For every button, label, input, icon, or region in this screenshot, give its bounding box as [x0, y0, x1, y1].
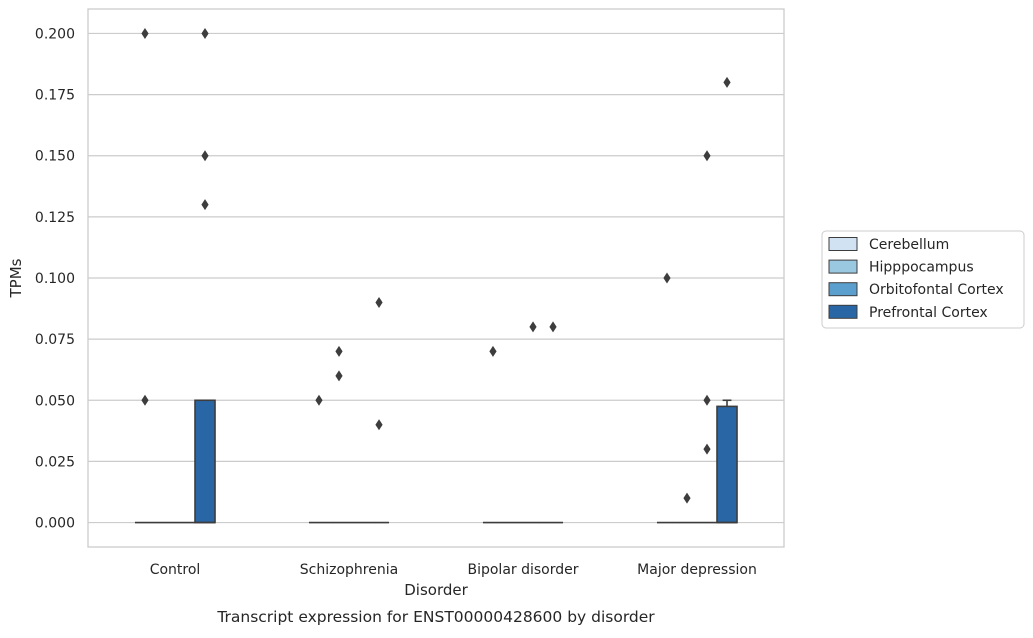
x-tick-label: Control [150, 562, 201, 578]
y-tick-label: 0.050 [35, 393, 75, 409]
y-tick-label: 0.200 [35, 26, 75, 42]
x-tick-label: Major depression [637, 562, 757, 578]
outlier-point [375, 419, 383, 431]
y-tick-label: 0.150 [35, 149, 75, 165]
outlier-point [489, 345, 497, 357]
box-body [716, 405, 738, 524]
outlier-point [315, 394, 323, 406]
outlier-point [335, 370, 343, 382]
legend-swatch [828, 259, 858, 274]
plot-area-frame [87, 8, 785, 548]
legend-swatch [828, 282, 858, 297]
y-tick-labels: 0.000 0.025 0.050 0.075 0.100 0.125 0.150 0.175… [35, 26, 75, 531]
box-4-series-4 [716, 399, 738, 524]
outlier-point [723, 76, 731, 88]
x-tick-label: Bipolar disorder [467, 562, 578, 578]
outlier-point [201, 27, 209, 39]
outlier-point [201, 199, 209, 211]
x-axis-label: Disorder [404, 581, 468, 599]
legend-swatch [828, 237, 858, 251]
legend-label: Prefrontal Cortex [869, 305, 988, 321]
legend-label: Hipppocampus [869, 260, 974, 276]
y-tick-label: 0.025 [35, 454, 75, 470]
y-tick-label: 0.100 [35, 271, 75, 287]
outlier-point [703, 150, 711, 162]
outlier-point [141, 27, 149, 39]
legend-label: Orbitofontal Cortex [869, 282, 1004, 298]
outlier-point [549, 321, 557, 333]
outlier-points [141, 27, 731, 504]
outlier-point [663, 272, 671, 284]
legend-swatch [828, 304, 858, 319]
y-tick-label: 0.175 [35, 88, 75, 104]
legend-frame [821, 230, 1025, 329]
outlier-point [141, 394, 149, 406]
outlier-point [201, 150, 209, 162]
box-body [194, 399, 216, 524]
outlier-point [335, 345, 343, 357]
outlier-point [375, 296, 383, 308]
box-series [134, 399, 738, 524]
legend-label: Cerebellum [869, 237, 949, 253]
box-1-series-4 [194, 399, 216, 524]
x-tick-labels: Control Schizophrenia Bipolar disorder Majo… [150, 562, 757, 578]
outlier-point [683, 492, 691, 504]
legend: Cerebellum Hipppocampus Orbitofontal Corte… [821, 230, 1025, 329]
chart-caption: Transcript expression for ENST0000042860… [216, 608, 655, 626]
x-tick-label: Schizophrenia [300, 562, 398, 578]
y-axis-label: TPMs [7, 258, 25, 298]
y-tick-label: 0.000 [35, 516, 75, 532]
outlier-point [529, 321, 537, 333]
y-tick-label: 0.075 [35, 332, 75, 348]
outlier-point [703, 443, 711, 455]
outlier-point [703, 394, 711, 406]
y-tick-label: 0.125 [35, 210, 75, 226]
